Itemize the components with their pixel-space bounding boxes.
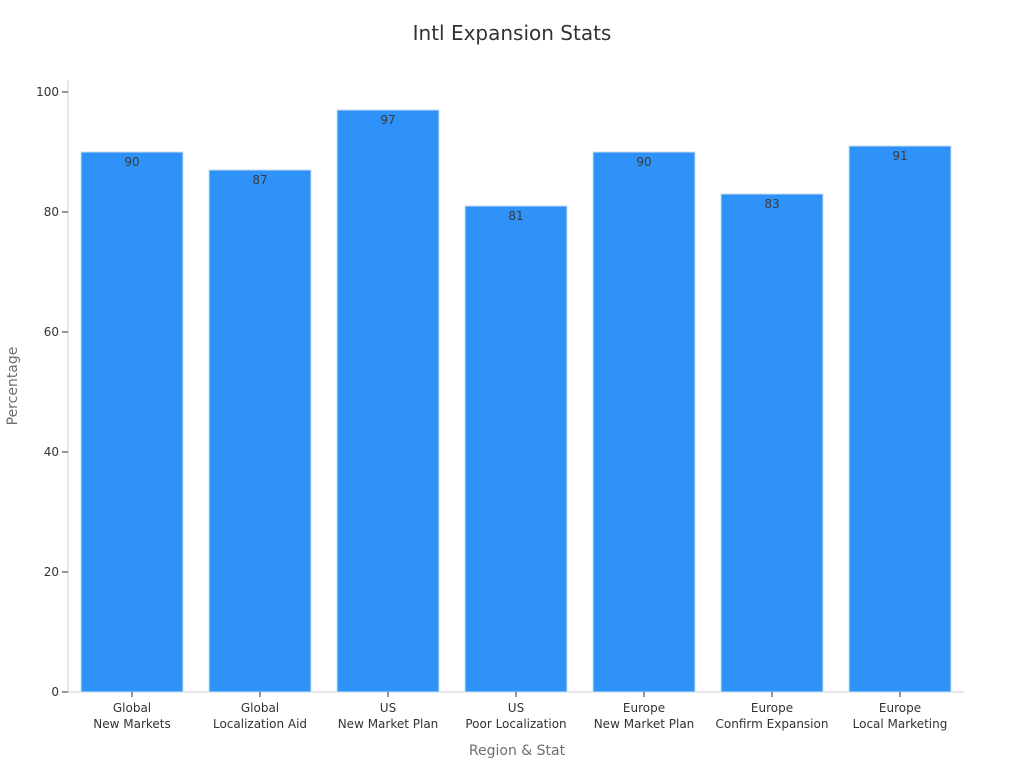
y-tick-label: 100 bbox=[36, 85, 59, 99]
x-axis-categories: Global New Markets Global Localization Aid U… bbox=[93, 692, 947, 731]
x-category-label: Confirm Expansion bbox=[716, 717, 829, 731]
bar bbox=[464, 205, 568, 693]
x-axis-title: Region & Stat bbox=[469, 743, 566, 759]
bar bbox=[336, 109, 440, 693]
bar-value-label: 90 bbox=[636, 155, 651, 169]
x-category-label: New Markets bbox=[93, 717, 171, 731]
bar-value-label: 87 bbox=[252, 173, 267, 187]
bar-value-label: 91 bbox=[892, 149, 907, 163]
bar-value-label: 97 bbox=[380, 113, 395, 127]
x-category-label: Global bbox=[241, 701, 279, 715]
bar bbox=[720, 193, 824, 693]
data-labels: 90 87 97 81 90 83 91 bbox=[124, 113, 907, 223]
chart-title: Intl Expansion Stats bbox=[413, 21, 612, 45]
y-axis-ticks: 0 20 40 60 80 100 bbox=[36, 85, 68, 699]
y-tick-label: 80 bbox=[44, 205, 59, 219]
bar bbox=[80, 151, 184, 693]
bar bbox=[208, 169, 312, 693]
bar-value-label: 90 bbox=[124, 155, 139, 169]
bar-series bbox=[80, 109, 952, 693]
bar bbox=[848, 145, 952, 693]
x-category-label: Poor Localization bbox=[465, 717, 566, 731]
y-tick-label: 20 bbox=[44, 565, 59, 579]
bar-value-label: 81 bbox=[508, 209, 523, 223]
bar bbox=[592, 151, 696, 693]
x-category-label: Europe bbox=[623, 701, 665, 715]
x-category-label: Europe bbox=[751, 701, 793, 715]
y-tick-label: 0 bbox=[51, 685, 59, 699]
x-category-label: New Market Plan bbox=[594, 717, 695, 731]
x-category-label: Local Marketing bbox=[853, 717, 948, 731]
y-tick-label: 60 bbox=[44, 325, 59, 339]
bar-value-label: 83 bbox=[764, 197, 779, 211]
x-category-label: Localization Aid bbox=[213, 717, 307, 731]
x-category-label: New Market Plan bbox=[338, 717, 439, 731]
x-category-label: Global bbox=[113, 701, 151, 715]
y-tick-label: 40 bbox=[44, 445, 59, 459]
x-category-label: US bbox=[508, 701, 524, 715]
x-category-label: Europe bbox=[879, 701, 921, 715]
x-category-label: US bbox=[380, 701, 396, 715]
y-axis-title: Percentage bbox=[5, 347, 21, 426]
